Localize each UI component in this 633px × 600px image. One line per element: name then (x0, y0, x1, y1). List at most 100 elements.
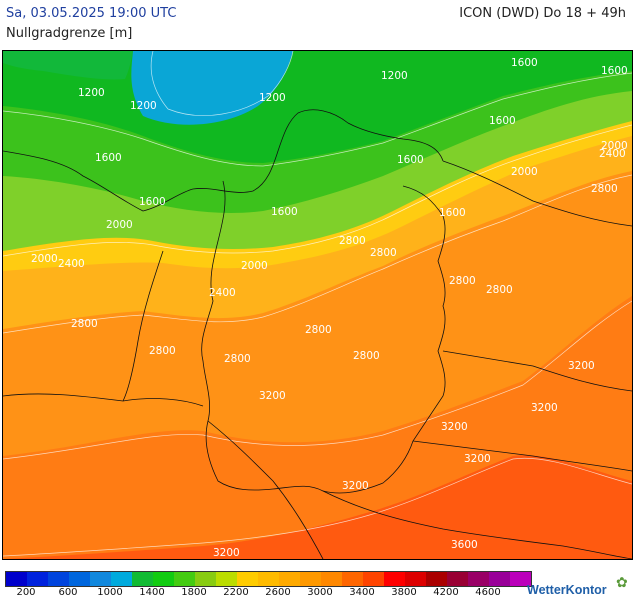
legend-swatch (111, 572, 132, 586)
iso-label: 3200 (213, 547, 240, 559)
legend-swatch (405, 572, 426, 586)
legend-label: 1400 (139, 587, 165, 598)
legend-label: 2600 (265, 587, 291, 598)
legend-swatch (69, 572, 90, 586)
legend-label: 2200 (223, 587, 249, 598)
iso-label: 3200 (259, 390, 286, 402)
iso-label: 2800 (71, 318, 98, 330)
isoline-labels: 1200 1200 1200 1200 1600 1600 1600 1600 … (31, 57, 628, 559)
iso-label: 1600 (511, 57, 538, 69)
legend-swatch (195, 572, 216, 586)
iso-label: 2800 (339, 235, 366, 247)
parameter-title: Nullgradgrenze [m] (6, 26, 133, 41)
legend-swatch (384, 572, 405, 586)
map-canvas: 1200 1200 1200 1200 1600 1600 1600 1600 … (3, 51, 632, 559)
color-legend (5, 571, 532, 587)
legend-label: 3400 (349, 587, 375, 598)
legend-label: 1800 (181, 587, 207, 598)
iso-label: 2400 (599, 148, 626, 160)
iso-label: 2000 (601, 140, 628, 152)
brand-logo-text: WetterKontor (527, 583, 607, 597)
iso-label: 3200 (441, 421, 468, 433)
freezing-level-map[interactable]: 1200 1200 1200 1200 1600 1600 1600 1600 … (2, 50, 633, 560)
iso-label: 1600 (489, 115, 516, 127)
iso-label: 2800 (224, 353, 251, 365)
iso-label: 2800 (149, 345, 176, 357)
iso-label: 2800 (486, 284, 513, 296)
iso-label: 2000 (31, 253, 58, 265)
iso-label: 1200 (130, 100, 157, 112)
legend-label: 4200 (433, 587, 459, 598)
iso-label: 2000 (511, 166, 538, 178)
legend-swatch (132, 572, 153, 586)
legend-swatch (174, 572, 195, 586)
iso-label: 2400 (58, 258, 85, 270)
iso-label: 3200 (342, 480, 369, 492)
legend-swatch (48, 572, 69, 586)
iso-label: 3200 (464, 453, 491, 465)
legend-swatch (90, 572, 111, 586)
legend-label: 3000 (307, 587, 333, 598)
iso-label: 1600 (95, 152, 122, 164)
border-pl (442, 160, 632, 227)
legend-swatch (342, 572, 363, 586)
iso-label: 1200 (78, 87, 105, 99)
border-alps (322, 490, 632, 559)
legend-swatch (468, 572, 489, 586)
iso-label: 1600 (139, 196, 166, 208)
legend-swatch (153, 572, 174, 586)
border-fr (3, 393, 204, 407)
color-legend-labels: 200 600 1000 1400 1800 2200 2600 3000 3400 3800 42… (5, 587, 525, 599)
iso-label: 2000 (241, 260, 268, 272)
iso-label: 3200 (568, 360, 595, 372)
model-run-info: ICON (DWD) Do 18 + 49h (459, 6, 626, 21)
legend-swatch (27, 572, 48, 586)
border-nl-be (122, 250, 164, 402)
legend-label: 1000 (97, 587, 123, 598)
iso-label: 2800 (353, 350, 380, 362)
legend-swatch (510, 572, 531, 586)
legend-swatch (216, 572, 237, 586)
iso-label: 3200 (531, 402, 558, 414)
isoline-2800 (3, 300, 632, 460)
iso-label: 2800 (370, 247, 397, 259)
isoline-2400 (3, 174, 632, 334)
iso-label: 1600 (397, 154, 424, 166)
iso-label: 2800 (591, 183, 618, 195)
legend-label: 600 (58, 587, 78, 598)
legend-label: 200 (16, 587, 36, 598)
isoline-1600 (3, 72, 632, 167)
band-1400 (3, 51, 133, 80)
legend-swatch (279, 572, 300, 586)
iso-label: 3600 (451, 539, 478, 551)
legend-swatch (489, 572, 510, 586)
legend-swatch (363, 572, 384, 586)
germany-border (201, 180, 446, 494)
band-1200 (131, 51, 293, 125)
iso-label: 2000 (106, 219, 133, 231)
isolines (3, 51, 632, 557)
iso-label: 1200 (381, 70, 408, 82)
legend-swatch (447, 572, 468, 586)
legend-swatch (426, 572, 447, 586)
iso-label: 1600 (271, 206, 298, 218)
legend-swatch (6, 572, 27, 586)
legend-swatch (300, 572, 321, 586)
border-cz (442, 350, 632, 392)
iso-label: 1200 (259, 92, 286, 104)
iso-label: 2800 (305, 324, 332, 336)
flower-icon: ✿ (616, 575, 628, 591)
legend-swatch (237, 572, 258, 586)
isoline-1200 (150, 51, 294, 116)
legend-label: 4600 (475, 587, 501, 598)
legend-swatch (321, 572, 342, 586)
border-at (412, 440, 632, 472)
iso-label: 2400 (209, 287, 236, 299)
iso-label: 2800 (449, 275, 476, 287)
coastline (3, 109, 444, 212)
isoline-2000 (3, 124, 632, 257)
border-fr-ch (207, 420, 324, 559)
legend-swatch (258, 572, 279, 586)
borders (3, 109, 632, 559)
iso-label: 1600 (601, 65, 628, 77)
